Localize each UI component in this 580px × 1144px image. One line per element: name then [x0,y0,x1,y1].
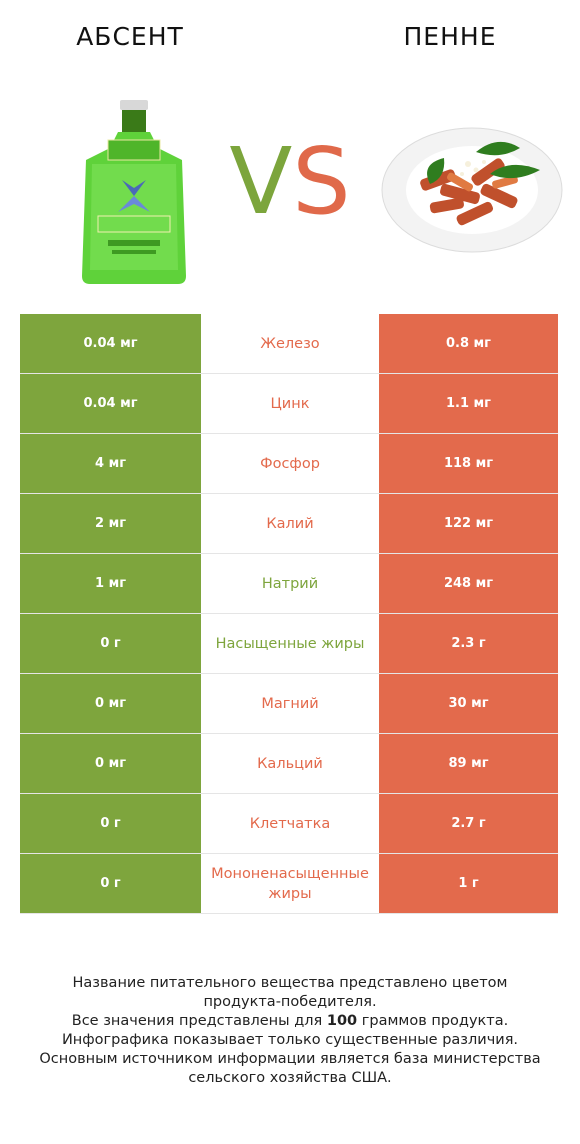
nutrient-name: Железо [201,314,379,373]
left-value: 0 мг [20,734,201,793]
right-value: 2.3 г [379,614,558,673]
footer-line-6: сельского хозяйства США. [188,1070,392,1086]
right-value: 89 мг [379,734,558,793]
footer-line-1: Название питательного вещества представл… [72,975,508,991]
table-row: 0 г Клетчатка 2.7 г [20,794,558,854]
vs-v: V [229,128,293,235]
nutrient-name: Калий [201,494,379,553]
comparison-table: 0.04 мг Железо 0.8 мг 0.04 мг Цинк 1.1 мг 4 мг… [20,314,558,914]
nutrient-name: Натрий [201,554,379,613]
right-value: 1.1 мг [379,374,558,433]
left-value: 0 г [20,794,201,853]
footer-line-5: Основным источником информации является … [39,1051,541,1067]
left-value: 0.04 мг [20,314,201,373]
left-value: 1 мг [20,554,201,613]
nutrient-name: Магний [201,674,379,733]
left-value: 0 г [20,614,201,673]
left-product-title: АБСЕНТ [76,22,184,51]
nutrient-label: Клетчатка [249,815,331,832]
footer-line-4: Инфографика показывает только существенн… [61,1032,519,1048]
right-product-title: ПЕННЕ [403,22,497,51]
nutrient-label: Насыщенные жиры [215,635,365,652]
footer-line-2: продукта-победителя. [203,994,377,1010]
right-value: 118 мг [379,434,558,493]
footer-line-3-post: граммов продукта. [357,1013,509,1029]
right-value: 30 мг [379,674,558,733]
left-value: 4 мг [20,434,201,493]
nutrient-label: Калий [266,515,314,532]
table-row: 1 мг Натрий 248 мг [20,554,558,614]
right-value: 0.8 мг [379,314,558,373]
nutrient-label: Магний [261,695,319,712]
table-row: 0 мг Кальций 89 мг [20,734,558,794]
right-value: 2.7 г [379,794,558,853]
footer-note: Название питательного вещества представл… [10,974,570,1088]
table-row: 0 г Насыщенные жиры 2.3 г [20,614,558,674]
penne-plate-image [381,127,563,253]
right-value: 1 г [379,854,558,913]
nutrient-name: Насыщенные жиры [201,614,379,673]
nutrient-name: Мононенасыщенные жиры [201,854,379,913]
nutrient-name: Цинк [201,374,379,433]
table-row: 2 мг Калий 122 мг [20,494,558,554]
nutrient-name: Фосфор [201,434,379,493]
table-row: 4 мг Фосфор 118 мг [20,434,558,494]
nutrient-label: Кальций [257,755,323,772]
footer-line-3-pre: Все значения представлены для [71,1013,327,1029]
table-row: 0 мг Магний 30 мг [20,674,558,734]
right-value: 122 мг [379,494,558,553]
left-value: 0 г [20,854,201,913]
nutrient-name: Кальций [201,734,379,793]
table-row: 0.04 мг Цинк 1.1 мг [20,374,558,434]
left-value: 0 мг [20,674,201,733]
nutrient-label: Натрий [261,575,319,592]
vs-s: S [292,128,351,235]
left-value: 2 мг [20,494,201,553]
vs-label: VS [220,132,360,232]
left-value: 0.04 мг [20,374,201,433]
footer-line-3-bold: 100 [326,1013,358,1029]
nutrient-label: Фосфор [260,455,320,472]
footer-line-3: Все значения представлены для 100 граммо… [10,1012,570,1031]
nutrient-label: Цинк [270,395,310,412]
absinthe-bottle-image [82,100,186,284]
nutrient-name: Клетчатка [201,794,379,853]
nutrient-label: Железо [260,335,320,352]
table-row: 0 г Мононенасыщенные жиры 1 г [20,854,558,914]
right-value: 248 мг [379,554,558,613]
table-row: 0.04 мг Железо 0.8 мг [20,314,558,374]
nutrient-label: Мононенасыщенные жиры [211,865,369,902]
